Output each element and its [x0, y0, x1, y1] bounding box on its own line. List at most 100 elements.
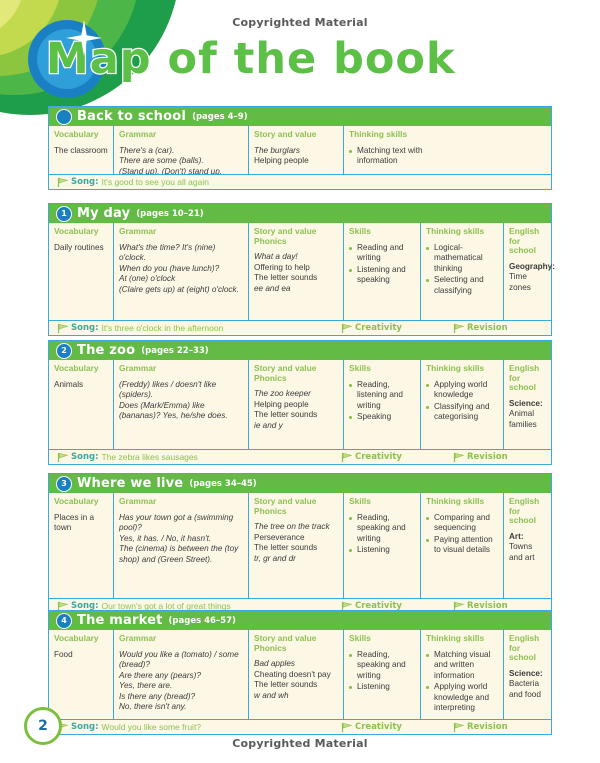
column-heading: Vocabulary [54, 226, 108, 237]
song-bar: Song: It's good to see you all again [49, 174, 551, 189]
unit-block: 4 The market (pages 46–57) Vocabulary Food Gr… [48, 610, 552, 735]
column-body: Matching visual and written information A… [426, 650, 498, 714]
creativity-marker: Creativity [341, 601, 402, 612]
revision-marker: Revision [453, 323, 508, 334]
unit-column: Grammar (Freddy) likes / doesn't like (sp… [114, 360, 249, 449]
unit-column: Vocabulary Animals [49, 360, 114, 449]
column-body: (Freddy) likes / doesn't like (spiders).… [119, 380, 243, 422]
column-body: Animals [54, 380, 108, 391]
column-heading: Skills [349, 363, 415, 374]
column-body: Science: Bacteria and food [509, 669, 548, 701]
column-heading-main: Grammar [119, 129, 157, 139]
list-item: Comparing and sequencing [426, 513, 498, 534]
column-heading: Grammar [119, 363, 243, 374]
unit-column: Thinking skills Matching text with inform… [344, 126, 453, 174]
unit-column: Thinking skills Applying world knowledge C… [421, 360, 504, 449]
bullet-list: Applying world knowledge Classifying and … [426, 380, 498, 423]
column-heading-main: English for [509, 226, 540, 246]
column-heading-main: Story and value [254, 633, 317, 643]
column-text-line: The burglars [254, 145, 300, 155]
flag-pennant-icon [341, 323, 352, 333]
column-heading-main: Vocabulary [54, 496, 99, 506]
column-text-line: (Claire gets up) at (eight) o'clock. [119, 284, 239, 294]
column-heading-sub: Phonics [254, 642, 287, 653]
column-body: Daily routines [54, 243, 108, 254]
column-text-line: What a day! [254, 252, 298, 262]
column-heading: Vocabulary [54, 129, 108, 140]
unit-column: English for school Science: Bacteria and fo… [504, 630, 553, 719]
column-heading-main: Vocabulary [54, 633, 99, 643]
unit-number-badge [56, 108, 72, 125]
list-item: Reading and writing [349, 243, 415, 264]
bullet-list: Comparing and sequencing Paying attention… [426, 513, 498, 556]
column-text-line: Would you like a (tomato) / some (bread)… [119, 649, 239, 670]
column-heading: Skills [349, 633, 415, 644]
unit-column: Vocabulary Places in a town [49, 493, 114, 598]
unit-column: Grammar Would you like a (tomato) / some … [114, 630, 249, 719]
column-text-line: There's a (car). [119, 145, 175, 155]
column-text-line: Art: [509, 531, 524, 541]
unit-title: Where we live [77, 476, 184, 491]
unit-column: Skills Reading, speaking and writing Liste… [344, 493, 421, 598]
song-bar: Song: It's three o'clock in the afternoon… [49, 320, 551, 335]
column-text-line: When do you (have lunch)? [119, 263, 220, 273]
creativity-marker: Creativity [341, 452, 402, 463]
column-text-line: w and wh [254, 690, 289, 700]
unit-block: 3 Where we live (pages 34–45) Vocabulary Pla… [48, 473, 552, 614]
flag-pennant-icon [453, 452, 464, 462]
column-text-line: Time zones [509, 272, 531, 292]
column-heading: Story and value Phonics [254, 633, 338, 653]
column-heading-main: Skills [349, 363, 371, 373]
flag-pennant-icon [57, 452, 68, 462]
list-item: Matching visual and written information [426, 650, 498, 682]
flag-pennant-icon [57, 601, 68, 611]
unit-column: Vocabulary Daily routines [49, 223, 114, 320]
song-title: It's good to see you all again [101, 177, 209, 187]
song-bar: Song: Our town's got a lot of great thing… [49, 598, 551, 613]
column-heading: Story and value Phonics [254, 226, 338, 246]
column-text-line: The classroom [54, 145, 108, 155]
song-label: Song: [71, 177, 99, 187]
revision-label: Revision [467, 722, 508, 732]
list-item: Listening [349, 682, 415, 693]
column-heading-main: Grammar [119, 363, 157, 373]
column-heading-main: Grammar [119, 496, 157, 506]
column-body: Geography: Time zones [509, 262, 555, 294]
column-heading-main: Thinking skills [426, 633, 485, 643]
list-item: Matching text with information [349, 146, 448, 167]
column-heading: English for school [509, 496, 548, 526]
column-heading: Vocabulary [54, 363, 108, 374]
column-heading: Skills [349, 226, 415, 237]
revision-marker: Revision [453, 452, 508, 463]
column-body: Places in a town [54, 513, 108, 534]
column-text-line: ee and ea [254, 283, 291, 293]
creativity-label: Creativity [355, 722, 402, 732]
column-heading: Story and value Phonics [254, 363, 338, 383]
song-bar: Song: The zebra likes sausages Creativity R… [49, 449, 551, 464]
column-text-line: tr, gr and dr [254, 553, 296, 563]
unit-header: 3 Where we live (pages 34–45) [49, 474, 551, 493]
column-heading-main: Vocabulary [54, 129, 99, 139]
column-text-line: Helping people [254, 156, 309, 166]
song-title: Our town's got a lot of great things [101, 601, 231, 611]
creativity-label: Creativity [355, 323, 402, 333]
column-body: What's the time? It's (nine) o'clock. Whe… [119, 243, 243, 296]
creativity-marker: Creativity [341, 722, 402, 733]
column-text-line: There are some (balls). [119, 156, 204, 166]
revision-marker: Revision [453, 722, 508, 733]
column-text-line: Yes, there are. [119, 681, 173, 691]
flag-pennant-icon [341, 722, 352, 732]
column-body: There's a (car). There are some (balls).(… [119, 146, 243, 178]
flag-pennant-icon [57, 177, 68, 187]
unit-header: 4 The market (pages 46–57) [49, 611, 551, 630]
column-heading-main: Thinking skills [426, 496, 485, 506]
column-heading-main: Vocabulary [54, 226, 99, 236]
column-body: Logical-mathematical thinking Selecting a… [426, 243, 498, 297]
column-text-line: Places in a town [54, 512, 95, 533]
column-heading: English for school [509, 363, 548, 393]
song-label: Song: [71, 323, 99, 333]
column-heading-main: English for [509, 363, 540, 383]
list-item: Selecting and classifying [426, 275, 498, 296]
unit-column: English for school Geography: Time zones [504, 223, 555, 320]
